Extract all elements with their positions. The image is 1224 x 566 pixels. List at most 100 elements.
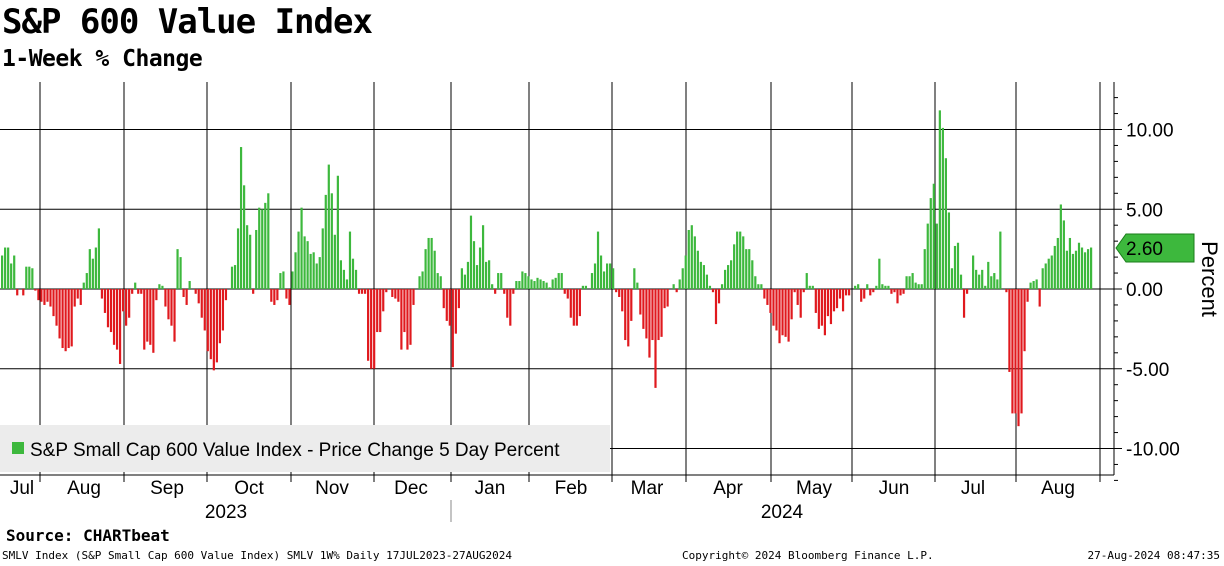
bar <box>848 289 851 296</box>
bar <box>448 289 451 326</box>
bar <box>860 289 863 302</box>
bar <box>1053 245 1056 289</box>
bar <box>236 228 240 289</box>
bar <box>878 258 881 289</box>
bar <box>52 289 55 317</box>
bar <box>312 252 315 289</box>
bar <box>330 193 333 289</box>
bar <box>917 284 920 289</box>
bar <box>267 193 270 289</box>
bar <box>872 289 875 293</box>
bar <box>766 289 769 305</box>
bar <box>70 289 73 347</box>
bar <box>140 289 143 294</box>
bar <box>324 194 327 289</box>
bar <box>826 289 830 317</box>
last-value-label: 2.60 <box>1126 239 1163 260</box>
bar <box>282 271 285 289</box>
bar <box>351 258 355 289</box>
bar <box>817 289 820 329</box>
bar <box>606 263 609 289</box>
bar <box>73 289 76 307</box>
bar <box>466 261 470 289</box>
bar <box>315 263 318 289</box>
bar <box>823 289 826 336</box>
bar <box>760 284 763 289</box>
bar <box>1 255 4 289</box>
bar <box>681 268 684 289</box>
bar <box>1083 252 1087 289</box>
bar <box>342 269 346 289</box>
bar <box>460 268 463 289</box>
month-label: Apr <box>713 478 743 499</box>
bar <box>155 289 158 301</box>
bar <box>633 268 636 289</box>
bar <box>182 289 185 297</box>
bar <box>890 289 893 294</box>
bar <box>43 289 46 305</box>
bar <box>285 289 288 299</box>
bar <box>115 289 119 350</box>
bar <box>270 289 273 302</box>
y-tick-label: 10.00 <box>1126 121 1174 142</box>
bar <box>509 289 512 326</box>
bar <box>276 289 279 301</box>
bar <box>624 289 627 341</box>
bar <box>714 289 718 325</box>
month-label: Dec <box>394 478 428 499</box>
bar <box>660 289 663 337</box>
bar <box>327 164 330 289</box>
bar <box>914 282 917 289</box>
bar <box>273 289 276 305</box>
bar <box>881 284 884 289</box>
bar <box>421 271 424 289</box>
bar <box>530 279 533 289</box>
bar <box>188 281 191 289</box>
bar <box>376 289 379 333</box>
bar <box>46 289 49 302</box>
bar <box>360 289 364 294</box>
bar <box>85 273 88 289</box>
bar <box>929 198 932 289</box>
bar <box>841 289 845 312</box>
bar <box>863 289 866 299</box>
bar <box>645 289 648 339</box>
bar <box>648 289 651 358</box>
bar <box>727 265 730 289</box>
bar <box>382 289 385 312</box>
bar <box>1080 247 1084 289</box>
bar <box>793 289 796 293</box>
bar <box>64 289 67 352</box>
bar <box>733 244 736 289</box>
bar <box>164 289 167 307</box>
bar <box>678 279 681 289</box>
bar <box>551 279 554 289</box>
bar <box>1026 289 1029 302</box>
last-value-box <box>1115 233 1195 263</box>
bar <box>152 289 155 353</box>
bar <box>908 276 911 289</box>
bar <box>34 289 37 291</box>
bar <box>118 289 122 364</box>
bar <box>391 289 394 297</box>
bar <box>209 289 212 360</box>
y-tick-label: 5.00 <box>1126 200 1163 221</box>
bar <box>300 207 303 289</box>
bar <box>787 289 790 342</box>
bar <box>167 289 170 320</box>
bar <box>938 110 941 289</box>
bar <box>37 289 40 301</box>
bar <box>515 281 518 289</box>
bar <box>959 274 963 289</box>
bar <box>406 289 409 350</box>
bar <box>103 289 107 313</box>
bar <box>106 289 110 328</box>
bar <box>814 289 817 313</box>
bar <box>527 276 530 289</box>
bar <box>1062 220 1065 289</box>
axes <box>0 82 1115 476</box>
bar <box>261 209 264 289</box>
bar <box>1044 263 1047 289</box>
bar <box>539 279 542 289</box>
y-axis-ticks: 10.00 5.00 0.00 -5.00 -10.00 <box>1114 97 1180 481</box>
